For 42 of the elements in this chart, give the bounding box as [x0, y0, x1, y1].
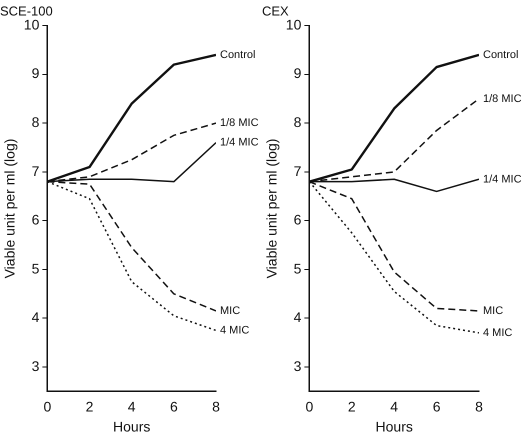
- y-axis-title: Viable unit per ml (log): [1, 138, 18, 278]
- series-label: 1/4 MIC: [220, 136, 259, 149]
- x-tick-label: 8: [212, 398, 220, 415]
- y-tick-label: 4: [32, 309, 40, 326]
- x-tick-label: 4: [390, 398, 398, 415]
- x-axis-title: Hours: [376, 418, 413, 434]
- y-tick-label: 8: [32, 114, 40, 130]
- y-tick-label: 3: [294, 358, 302, 374]
- series-label: MIC: [483, 304, 504, 317]
- x-tick-label: 2: [86, 398, 94, 415]
- chart-title: SCE-100: [0, 3, 53, 18]
- series-label: Control: [483, 48, 518, 61]
- series-label: 1/8 MIC: [483, 92, 522, 105]
- y-tick-label: 6: [32, 212, 40, 228]
- y-tick-label: 7: [32, 162, 40, 179]
- series-label: 4 MIC: [220, 324, 250, 336]
- x-tick-label: 6: [432, 398, 441, 415]
- y-tick-label: 6: [294, 212, 302, 228]
- y-tick-label: 5: [32, 260, 40, 276]
- y-axis-title: Viable unit per ml (log): [263, 138, 280, 278]
- x-tick-label: 0: [305, 398, 314, 415]
- series-label: 4 MIC: [483, 326, 512, 339]
- y-tick-label: 10: [286, 16, 302, 32]
- x-tick-label: 0: [43, 398, 52, 415]
- y-tick-label: 9: [32, 65, 40, 82]
- chart-title: CEX: [262, 3, 290, 18]
- series-label: MIC: [220, 304, 240, 317]
- x-tick-label: 8: [475, 398, 484, 415]
- x-axis-title: Hours: [113, 418, 150, 434]
- y-tick-label: 8: [294, 114, 302, 130]
- series-label: Control: [220, 48, 256, 61]
- y-tick-label: 5: [294, 260, 302, 276]
- y-tick-label: 7: [294, 162, 302, 179]
- y-tick-label: 4: [294, 309, 302, 326]
- series-label: 1/8 MIC: [220, 117, 259, 130]
- y-tick-label: 3: [32, 358, 40, 374]
- x-tick-label: 4: [128, 398, 136, 415]
- y-tick-label: 9: [294, 65, 302, 82]
- y-tick-label: 10: [24, 16, 40, 32]
- x-tick-label: 2: [348, 398, 356, 415]
- x-tick-label: 6: [170, 398, 178, 415]
- series-label: 1/4 MIC: [483, 173, 522, 186]
